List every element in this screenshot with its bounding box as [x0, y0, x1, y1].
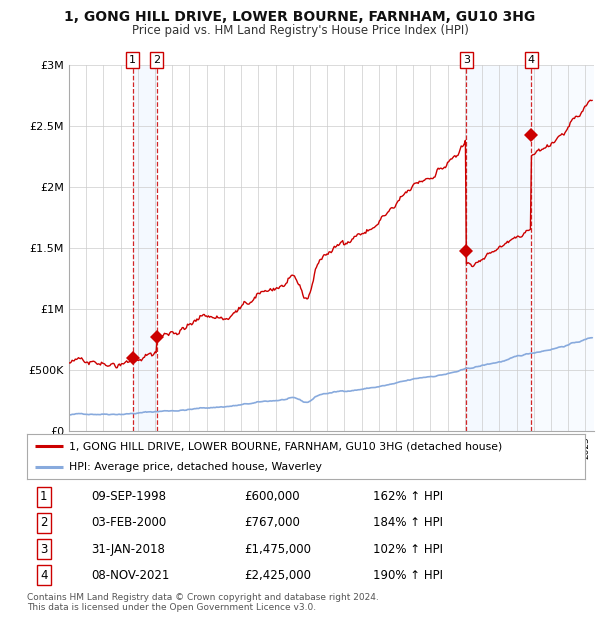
Text: 4: 4 — [40, 569, 47, 582]
Text: 3: 3 — [463, 55, 470, 65]
Text: 1, GONG HILL DRIVE, LOWER BOURNE, FARNHAM, GU10 3HG: 1, GONG HILL DRIVE, LOWER BOURNE, FARNHA… — [64, 10, 536, 24]
Text: £2,425,000: £2,425,000 — [245, 569, 311, 582]
Text: 102% ↑ HPI: 102% ↑ HPI — [373, 542, 443, 556]
Text: 31-JAN-2018: 31-JAN-2018 — [91, 542, 165, 556]
Bar — [531, 65, 594, 431]
Text: 03-FEB-2000: 03-FEB-2000 — [91, 516, 166, 529]
Text: £1,475,000: £1,475,000 — [245, 542, 311, 556]
Text: 08-NOV-2021: 08-NOV-2021 — [91, 569, 170, 582]
Text: 3: 3 — [40, 542, 47, 556]
Text: 4: 4 — [527, 55, 535, 65]
Text: 2: 2 — [40, 516, 47, 529]
Text: 162% ↑ HPI: 162% ↑ HPI — [373, 490, 443, 503]
Text: 1: 1 — [40, 490, 47, 503]
Text: 2: 2 — [153, 55, 160, 65]
Text: £600,000: £600,000 — [245, 490, 300, 503]
Text: Contains HM Land Registry data © Crown copyright and database right 2024.
This d: Contains HM Land Registry data © Crown c… — [27, 593, 379, 612]
Text: 1, GONG HILL DRIVE, LOWER BOURNE, FARNHAM, GU10 3HG (detached house): 1, GONG HILL DRIVE, LOWER BOURNE, FARNHA… — [69, 441, 502, 451]
Text: 184% ↑ HPI: 184% ↑ HPI — [373, 516, 443, 529]
Bar — [133, 65, 157, 431]
Text: 09-SEP-1998: 09-SEP-1998 — [91, 490, 166, 503]
Bar — [466, 65, 531, 431]
Text: Price paid vs. HM Land Registry's House Price Index (HPI): Price paid vs. HM Land Registry's House … — [131, 24, 469, 37]
Text: 1: 1 — [129, 55, 136, 65]
Text: £767,000: £767,000 — [245, 516, 301, 529]
Text: HPI: Average price, detached house, Waverley: HPI: Average price, detached house, Wave… — [69, 461, 322, 472]
Text: 190% ↑ HPI: 190% ↑ HPI — [373, 569, 443, 582]
